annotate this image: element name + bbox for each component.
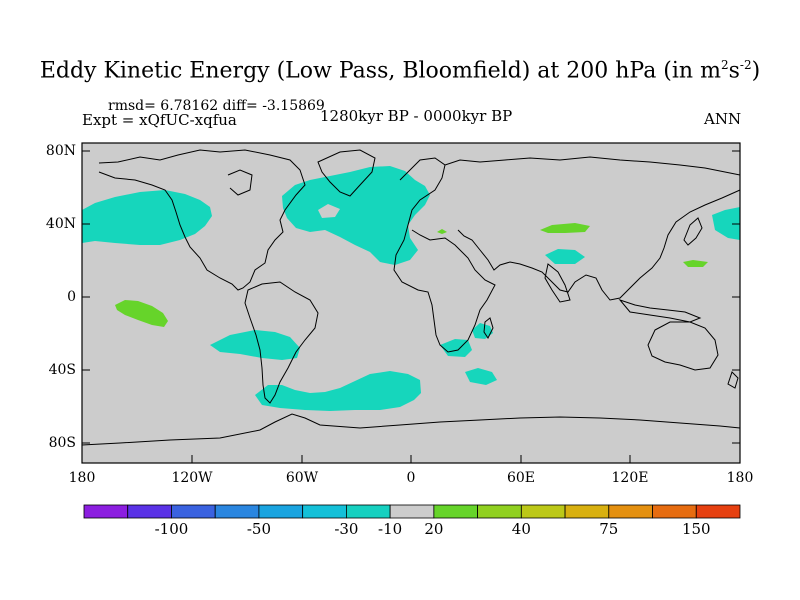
colorbar-label: -100	[154, 520, 189, 538]
south-america-coast	[244, 281, 319, 404]
south-pacific-patch	[210, 330, 300, 360]
colorbar-swatch	[477, 504, 522, 519]
colorbar-label: 20	[424, 520, 444, 538]
north-atlantic-gap	[318, 204, 340, 218]
lat-label-40n: 40N	[45, 216, 76, 232]
mediterranean-patch	[437, 229, 447, 234]
colorbar-swatch	[83, 504, 129, 519]
lon-label-60w: 60W	[285, 470, 319, 486]
colorbar-label: 150	[681, 520, 711, 538]
india	[544, 263, 571, 303]
coastlines	[81, 149, 741, 446]
north-atlantic-patch	[282, 166, 430, 265]
season-label: ANN	[704, 110, 742, 128]
maritime-continent	[618, 298, 702, 323]
north-pacific-patch	[82, 190, 212, 245]
colorbar-swatch	[258, 504, 304, 519]
colorbar	[83, 504, 741, 519]
central-asia-patch	[540, 223, 590, 233]
east-asia-coast	[457, 189, 741, 301]
colorbar-swatch	[695, 504, 741, 519]
colorbar-swatch	[652, 504, 697, 519]
colorbar-label: -30	[334, 520, 359, 538]
south-indian-patch	[465, 368, 497, 385]
far-east-pacific-patch	[712, 207, 740, 240]
lon-label-180e: 180	[726, 470, 754, 486]
period-label: 1280kyr BP - 0000kyr BP	[320, 107, 513, 125]
colorbar-label: -50	[246, 520, 271, 538]
lon-label-120e: 120E	[611, 470, 649, 486]
south-atlantic-patch	[255, 371, 421, 411]
australia-coast	[647, 321, 719, 371]
lon-ticks	[81, 455, 741, 463]
colorbar-swatch	[171, 504, 216, 519]
europe-africa-coast	[393, 157, 496, 353]
positive-anomaly-regions	[115, 223, 708, 327]
madagascar	[483, 317, 494, 339]
antarctica-coast	[81, 413, 741, 446]
colorbar-label: 40	[511, 520, 531, 538]
hudson-bay	[227, 169, 253, 196]
lat-ticks	[82, 150, 740, 444]
lat-label-0: 0	[67, 289, 76, 305]
colorbar-label: -10	[378, 520, 403, 538]
lon-label-120w: 120W	[171, 470, 213, 486]
eurasia-coast	[444, 156, 741, 176]
north-america-coast	[98, 149, 306, 291]
lat-label-40s: 40S	[48, 362, 76, 378]
lat-label-80n: 80N	[45, 143, 76, 159]
east-asia-patch	[545, 249, 585, 264]
colorbar-swatch	[127, 504, 172, 519]
japan	[683, 217, 703, 246]
greenland-coast	[317, 149, 376, 197]
mozambique-patch	[472, 323, 493, 339]
colorbar-swatch	[389, 504, 435, 519]
colorbar-swatch	[214, 504, 260, 519]
colorbar-swatch	[433, 504, 479, 519]
colorbar-swatch	[345, 504, 391, 519]
colorbar-swatch	[608, 504, 653, 519]
colorbar-swatch	[520, 504, 566, 519]
plot-title: Eddy Kinetic Energy (Low Pass, Bloomfiel…	[39, 58, 761, 84]
lat-label-80s: 80S	[48, 435, 76, 451]
lon-label-180w: 180	[68, 470, 96, 486]
colorbar-swatch	[564, 504, 610, 519]
colorbar-label: 75	[599, 520, 619, 538]
colorbar-swatch	[302, 504, 347, 519]
tropical-pacific-patch	[115, 300, 168, 327]
lon-label-0: 0	[406, 470, 416, 486]
lon-label-60e: 60E	[506, 470, 536, 486]
stats-text: rmsd= 6.78162 diff= -3.15869	[108, 98, 325, 114]
experiment-label: Expt = xQfUC-xqfua	[82, 111, 237, 129]
new-zealand	[727, 371, 739, 389]
west-pacific-patch	[683, 260, 708, 267]
